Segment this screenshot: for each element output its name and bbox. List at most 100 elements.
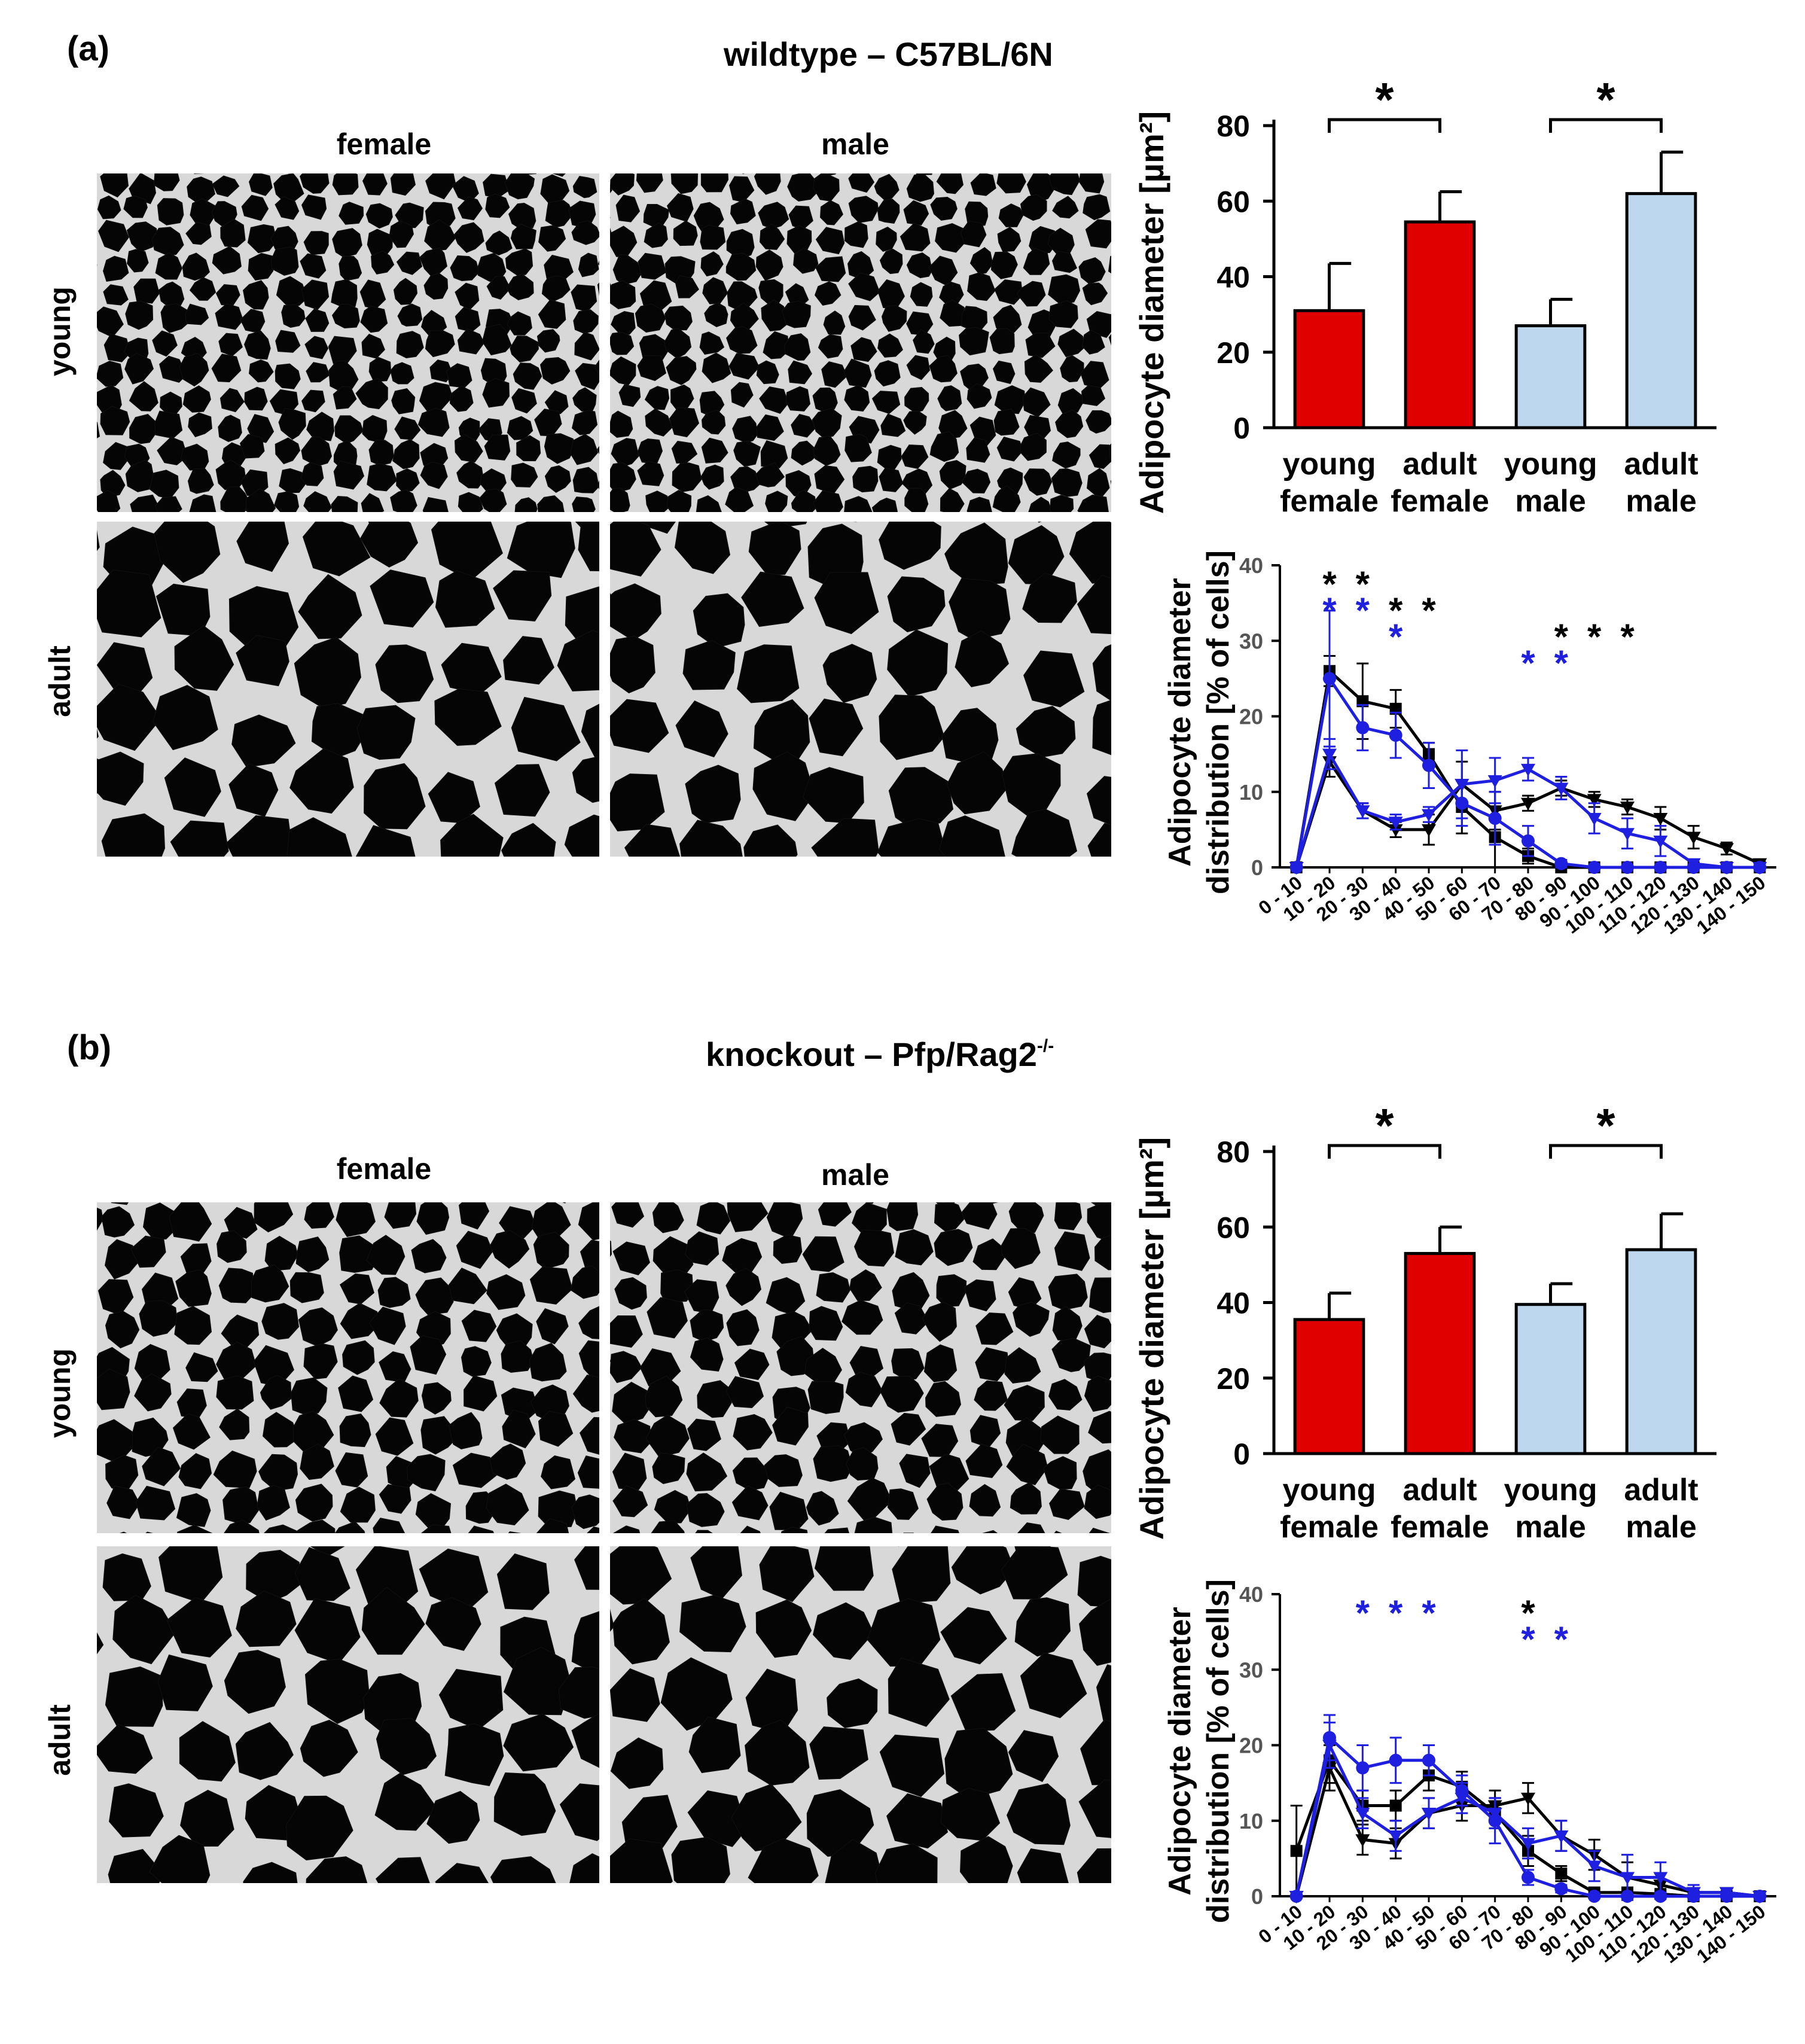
b-line-data-point [1752,1891,1767,1903]
b-bar-y-tick-label: 80 [1216,1135,1250,1169]
a-line-data-point [1621,861,1634,874]
a-line-data-point [1653,812,1668,825]
b-line-data-point [1422,1753,1435,1767]
b-bar-significance-bracket [1549,1144,1663,1159]
a-line-significance-star: * [1389,617,1403,657]
a-line-data-point [1455,779,1469,792]
a-bar-significance-bracket [1549,118,1663,133]
a-bar-x-tick-label: adult [1624,447,1698,482]
a-bar-bar [1514,324,1587,429]
panel-b-col-male: male [821,1158,889,1192]
a-line-data-point [1521,797,1535,811]
a-line-data-point [1719,862,1734,875]
b-line-data-point [1389,1753,1402,1767]
micrograph-b-young-female [97,1202,599,1533]
b-line-data-point [1653,1872,1668,1885]
b-bar-x-tick-label: adult [1624,1473,1698,1507]
b-line-y-label: Adipocyte diameter [1163,1607,1197,1896]
b-line-data-point [1686,1887,1701,1900]
a-line-significance-star: * [1587,617,1602,657]
b-line-data-point [1388,1830,1403,1843]
b-line-significance-star: * [1356,1593,1370,1633]
b-bar-x-tick-label: adult [1402,1473,1477,1507]
b-line-data-point [1389,1799,1402,1812]
a-line-data-point [1356,721,1370,735]
a-line-y-tick-label: 0 [1251,855,1263,880]
b-line-significance-star: * [1554,1619,1569,1659]
a-bar-x-tick-label: male [1515,484,1586,519]
b-line-y-label: distribution [% of cells] [1201,1579,1236,1923]
panel-b-col-female: female [336,1152,432,1186]
panel-a-col-male: male [821,127,889,161]
a-line-data-point [1323,672,1336,686]
b-line-data-point [1521,1838,1535,1851]
b-line-data-point [1522,1871,1535,1884]
b-line-data-point [1455,1792,1469,1805]
b-line-y-tick-label: 40 [1239,1582,1263,1607]
a-bar-y-tick-label: 60 [1216,185,1250,218]
b-line-data-point [1587,1890,1601,1903]
a-line-data-point [1554,782,1569,796]
a-line-significance-star: * [1620,617,1635,657]
panel-a-col-female: female [336,127,432,161]
b-line-data-point [1290,1845,1303,1857]
a-line-data-point [1488,811,1502,825]
a-bar-x-tick-label: female [1391,484,1489,519]
a-line-significance-star: * [1554,643,1569,683]
micrograph-a-adult-female [97,522,599,857]
panel-a-title: wildtype – C57BL/6N [724,35,1053,73]
a-bar-x-tick-label: male [1626,484,1697,519]
b-bar-y-tick-label: 40 [1216,1287,1250,1320]
micrograph-a-young-female [97,173,599,512]
b-bar-x-tick-label: female [1280,1510,1379,1545]
b-line-data-point [1355,1808,1370,1821]
micrograph-a-young-male [610,173,1111,512]
b-bar-significance-bracket [1328,1144,1441,1159]
a-bar-significance-bracket [1328,118,1441,133]
b-bar-bar [1514,1303,1587,1455]
a-line-data-point [1620,802,1635,814]
a-bar-y-tick-label: 40 [1216,261,1250,294]
a-line-data-point [1322,748,1337,761]
b-bar-y-label: Adipocyte diameter [µm²] [1133,1137,1170,1540]
a-bar-x-tick-label: young [1283,447,1376,482]
a-line-data-point [1686,831,1701,845]
a-bar-x-tick-label: young [1504,447,1597,482]
a-bar-bar [1293,309,1365,429]
b-line-data-point [1555,1868,1568,1880]
b-line-data-point [1289,1891,1304,1903]
a-bar-significance-star: * [1596,73,1615,126]
a-line-data-point [1422,824,1436,837]
a-line-data-point [1355,805,1370,818]
a-line-significance-star: * [1356,564,1370,604]
b-line-data-point [1587,1860,1602,1874]
b-line-data-point [1422,1808,1436,1821]
a-bar-y-label: Adipocyte diameter [µm²] [1133,111,1170,514]
b-bar-y-tick-label: 20 [1216,1362,1250,1396]
a-line-significance-star: * [1422,590,1436,630]
a-line-data-point [1587,812,1602,825]
micrograph-b-adult-female [97,1546,599,1883]
b-bar-y-tick-label: 0 [1233,1437,1250,1471]
a-line-data-point [1422,809,1436,822]
b-line-data-point [1487,1808,1502,1821]
a-bar-bar [1625,192,1697,429]
a-line-data-point [1521,763,1535,776]
a-line-data-point [1587,794,1602,807]
b-line-data-point [1554,1830,1569,1843]
b-bar-x-tick-label: female [1391,1510,1489,1545]
panel-b-title-main: knockout – Pfp/Rag2 [706,1035,1037,1073]
a-line-y-tick-label: 30 [1239,629,1263,653]
b-line-data-point [1355,1834,1370,1847]
a-line-significance-star: * [1554,617,1569,657]
a-line-data-point [1686,858,1701,871]
a-line-y-tick-label: 20 [1239,705,1263,729]
b-bar-bar [1293,1318,1365,1455]
a-line-y-tick-label: 10 [1239,780,1263,805]
b-bar-bar [1404,1251,1476,1455]
b-line-y-tick-label: 30 [1239,1658,1263,1682]
panel-b-title-superscript: -/- [1036,1036,1054,1056]
b-line-significance-star: * [1521,1619,1535,1659]
